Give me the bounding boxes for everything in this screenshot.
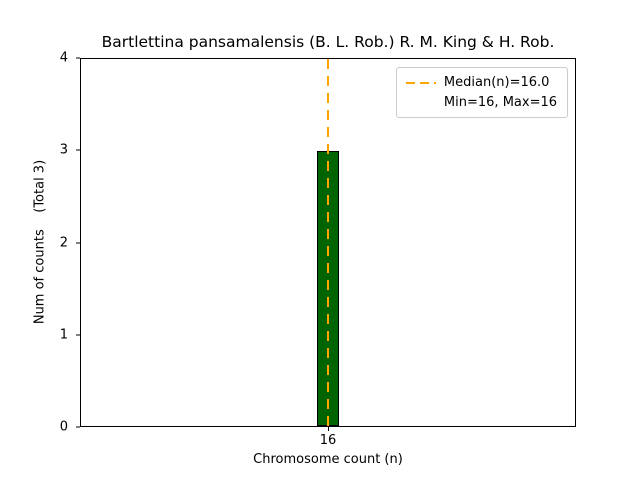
legend-sample-spacer	[406, 102, 436, 104]
legend-label-median: Median(n)=16.0	[443, 75, 550, 90]
y-tick-label: 1	[59, 327, 68, 343]
median-line	[327, 59, 329, 426]
y-tick-label: 4	[59, 50, 68, 66]
x-tick-label: 16	[319, 433, 337, 448]
y-tick-label: 3	[59, 142, 68, 158]
y-tick-mark	[76, 426, 80, 428]
x-axis-ticks: 16	[80, 427, 576, 457]
chart-title: Bartlettina pansamalensis (B. L. Rob.) R…	[101, 33, 555, 51]
plot-area: Median(n)=16.0 Min=16, Max=16	[80, 58, 576, 427]
y-axis-ticks: 0 1 2 3 4	[0, 52, 80, 434]
legend-row-median: Median(n)=16.0	[405, 75, 557, 90]
y-tick-mark	[76, 149, 80, 151]
x-axis-label: Chromosome count (n)	[253, 452, 403, 467]
y-tick-mark	[76, 334, 80, 336]
legend-row-minmax: Min=16, Max=16	[406, 95, 557, 110]
y-tick-label: 2	[59, 235, 68, 250]
x-tick-mark	[328, 427, 329, 431]
legend: Median(n)=16.0 Min=16, Max=16	[395, 67, 568, 118]
median-dashed-line-sample	[405, 81, 436, 84]
y-tick-label: 0	[59, 419, 68, 435]
y-tick-mark	[76, 57, 80, 59]
y-tick-mark	[76, 242, 80, 243]
legend-label-minmax: Min=16, Max=16	[443, 95, 557, 110]
